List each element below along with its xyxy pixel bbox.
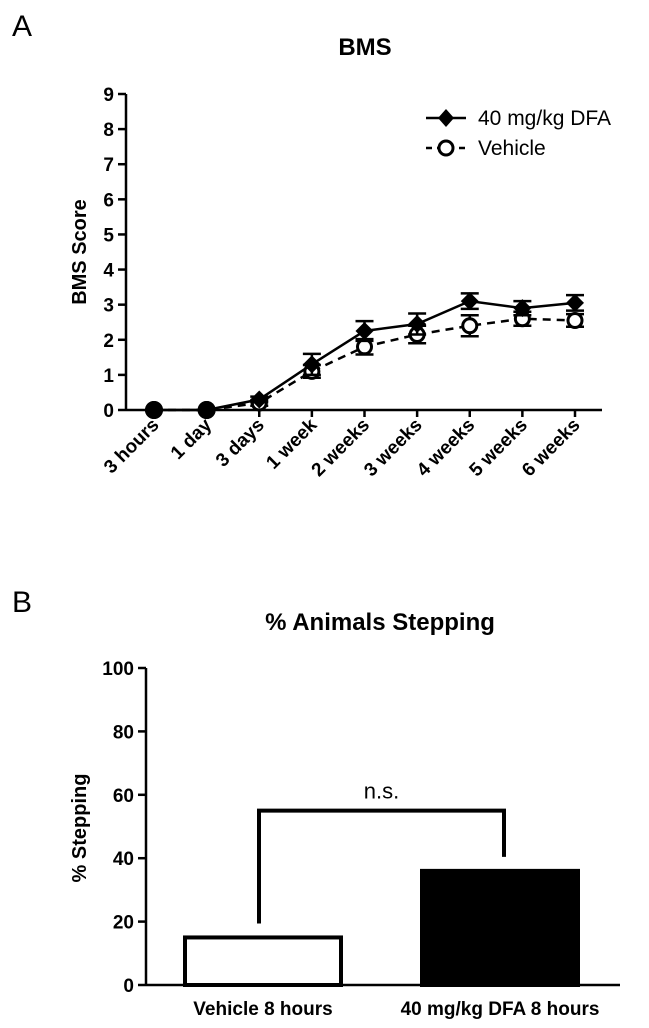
chart-a-y-tick-label: 1 [103,366,114,387]
chart-a-y-tick-label: 9 [103,85,114,106]
bar-vehicle [183,935,343,988]
chart-b-x-tick-label: Vehicle 8 hours [193,999,332,1020]
data-point-dfa [302,355,321,374]
legend-label-dfa: 40 mg/kg DFA [478,107,611,130]
chart-a-y-tick-label: 6 [103,190,114,211]
chart-a-y-tick-label: 7 [103,155,114,176]
chart-a-x-tick-label: 1 day [167,414,217,464]
chart-b-y-tick-label: 100 [102,659,134,680]
chart-a-title: BMS [338,34,391,61]
chart-b-x-tick-label: 40 mg/kg DFA 8 hours [401,999,600,1020]
data-point-dfa [408,314,427,333]
chart-b-y-axis-label: % Stepping [69,774,91,883]
chart-a-y-tick-label: 3 [103,296,114,317]
data-point-vehicle [566,311,584,329]
data-point-vehicle [461,317,479,335]
chart-b-title: % Animals Stepping [265,609,495,636]
chart-b-y-tick-label: 40 [113,849,134,870]
chart-a-y-tick-label: 8 [103,120,114,141]
chart-a-x-tick-label: 3 hours [100,415,163,478]
stepping-bar-chart: % Animals Stepping % Stepping 0 20 40 60 80 1… [69,609,620,1020]
panel-b-letter: B [12,586,32,619]
data-point-overlap [145,401,163,419]
data-point-dfa [460,292,479,311]
panel-a-letter: A [12,10,32,43]
chart-b-y-tick-label: 0 [123,976,134,997]
data-point-dfa [355,322,374,340]
chart-a-y-tick-label: 4 [103,261,114,282]
data-point-dfa [513,299,532,318]
chart-a-x-tick-label: 3 days [212,415,269,472]
legend-label-vehicle: Vehicle [478,137,546,160]
chart-a-legend: 40 mg/kg DFA Vehicle [426,107,611,160]
chart-a-y-tick-label: 0 [103,401,114,422]
data-point-dfa [566,293,584,312]
chart-a-y-axis-label: BMS Score [69,199,91,305]
data-point-dfa [250,390,269,409]
chart-b-y-tick-label: 20 [113,913,134,934]
chart-a-x-tick-label: 6 weeks [518,415,584,481]
significance-label: n.s. [364,779,399,804]
bar-dfa [420,868,580,988]
chart-a-y-tick-label: 5 [103,225,114,246]
significance-bracket [257,808,506,924]
chart-b-y-tick-label: 80 [113,722,134,743]
chart-a-y-tick-label: 2 [103,331,114,352]
chart-b-y-tick-label: 60 [113,786,134,807]
legend-marker-vehicle [437,139,455,157]
legend-marker-dfa [438,109,454,127]
data-point-overlap [197,401,216,419]
